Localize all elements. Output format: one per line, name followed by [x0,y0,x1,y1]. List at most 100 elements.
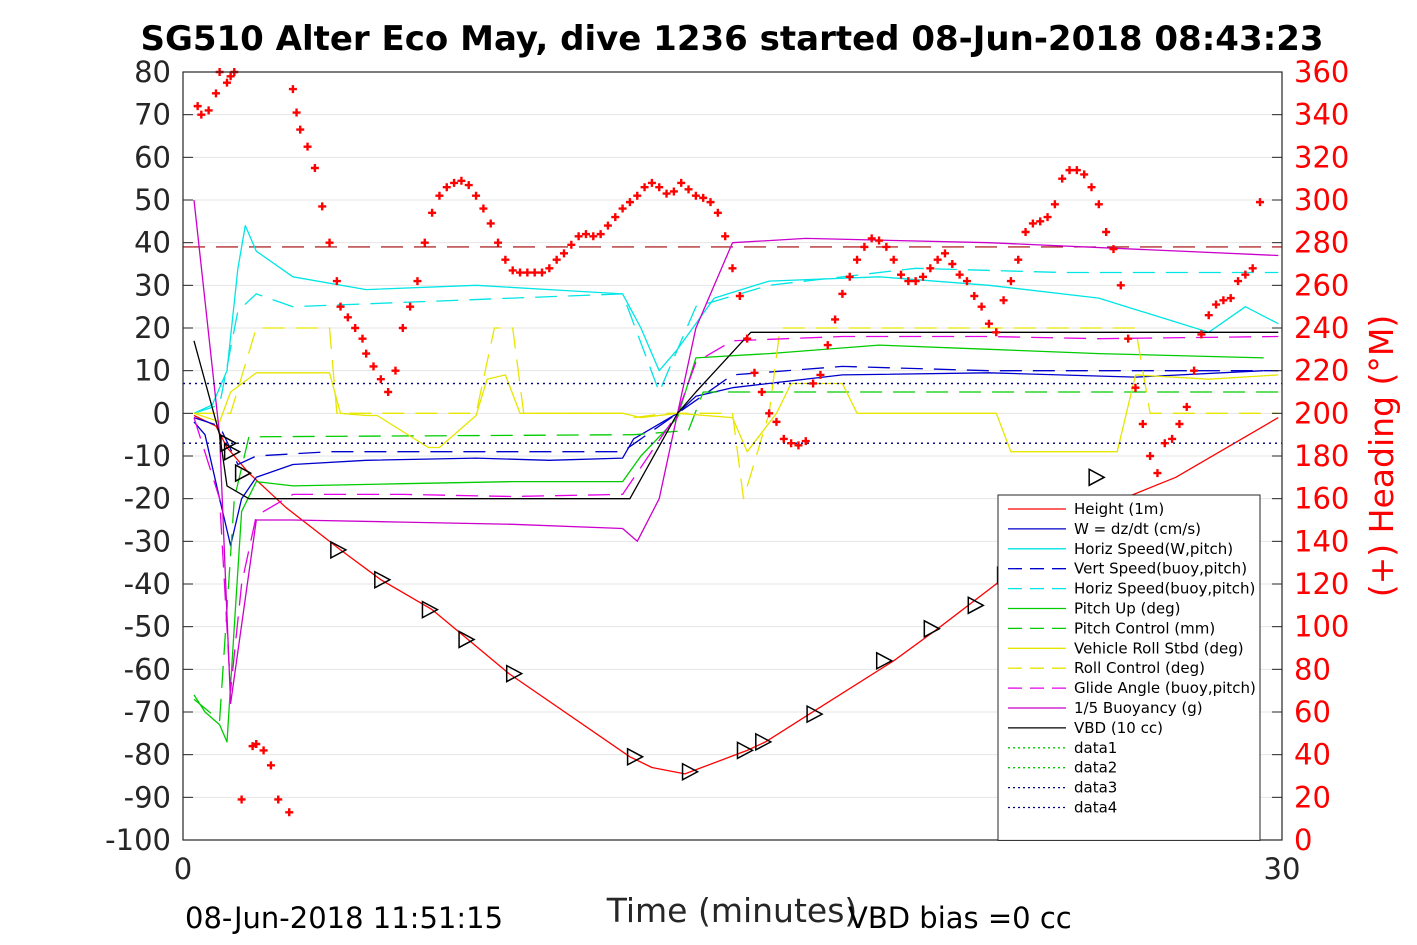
heading-marker [1146,452,1155,460]
x-tick-label: 0 [174,852,192,886]
reference-lines [183,246,1282,444]
heading-marker [369,362,378,371]
heading-marker [1080,170,1089,179]
legend-label: Vert Speed(buoy,pitch) [1074,560,1247,578]
heading-marker [743,334,752,343]
heading-marker [999,296,1008,305]
heading-marker [984,319,993,328]
heading-marker [226,72,235,81]
heading-marker [970,292,979,300]
heading-marker [662,189,671,198]
heading-marker [1109,245,1118,254]
heading-marker [398,324,407,332]
heading-marker [1234,277,1243,286]
heading-marker [204,106,213,115]
y-tick-label-left: -90 [124,780,171,814]
heading-marker [1153,469,1162,478]
heading-marker [699,193,708,202]
heading-marker [889,255,898,264]
heading-marker [831,315,840,324]
y-tick-label-right: 40 [1294,738,1331,772]
heading-marker [567,240,576,249]
legend-label: 1/5 Buoyancy (g) [1074,699,1203,717]
legend-label: W = dz/dt (cm/s) [1074,520,1201,538]
heading-marker [779,434,788,443]
depth-marker [1088,468,1106,487]
heading-marker [479,204,488,213]
depth-marker [458,630,476,649]
heading-marker [816,370,825,379]
heading-marker [358,334,367,343]
depth-marker [223,442,242,461]
heading-marker [362,349,371,358]
x-tick-label: 30 [1264,852,1301,886]
footer-vbd-bias: VBD bias =0 cc [848,901,1072,935]
legend-label: VBD (10 cc) [1074,719,1163,737]
heading-marker [523,268,532,277]
heading-marker [684,185,693,194]
heading-marker [486,219,495,228]
y-tick-label-left: 10 [134,354,171,388]
heading-markers [194,68,1265,817]
heading-marker [288,85,297,94]
heading-marker [640,183,649,192]
depth-marker [421,600,440,619]
heading-marker [596,230,605,239]
heading-marker [318,202,327,211]
y-tick-label-right: 100 [1294,610,1349,644]
right-axis-label: (+) Heading (°M) [1362,315,1401,597]
y-tick-label-right: 140 [1294,524,1349,558]
heading-marker [757,388,766,396]
y-tick-label-right: 320 [1294,140,1349,174]
y-tick-label-right: 240 [1294,311,1349,345]
heading-marker [933,255,942,264]
y-tick-label-left: -10 [124,439,171,473]
heading-marker [940,249,949,258]
legend-label: data2 [1074,759,1117,777]
y-tick-label-left: -70 [124,695,171,729]
series-line [193,365,1279,466]
heading-marker [882,242,891,251]
heading-marker [801,437,810,446]
legend-label: Height (1m) [1074,500,1164,518]
heading-marker [435,191,444,200]
heading-marker [391,366,400,375]
heading-marker [625,198,634,207]
legend-label: Horiz Speed(W,pitch) [1074,540,1233,558]
heading-marker [633,191,642,200]
heading-marker [897,270,906,279]
series-line [193,331,1279,500]
heading-marker [1124,334,1133,343]
series-line [193,199,1279,705]
heading-marker [332,277,341,286]
series-lines [183,199,1282,775]
heading-marker [735,292,744,300]
heading-marker [343,313,352,322]
heading-marker [691,191,700,200]
heading-marker [787,439,796,448]
legend-label: Pitch Up (deg) [1074,600,1181,618]
heading-marker [1197,330,1206,339]
y-tick-label-right: 200 [1294,396,1349,430]
heading-marker [413,277,422,286]
heading-marker [552,255,561,264]
depth-marker [806,704,824,724]
heading-marker [721,232,730,241]
depth-marker [755,732,773,752]
series-line [194,327,1279,500]
legend-label: Horiz Speed(buoy,pitch) [1074,580,1255,598]
heading-marker [1256,198,1265,207]
y-tick-label-left: 30 [134,268,171,302]
heading-marker [603,221,612,230]
depth-marker [967,596,985,615]
y-tick-label-left: -60 [124,652,171,686]
heading-marker [1014,255,1023,264]
depth-marker [374,570,392,589]
series-line [193,391,1279,722]
heading-marker [545,264,554,273]
heading-marker [1226,294,1235,303]
heading-marker [472,191,481,200]
y-tick-label-left: -20 [124,482,171,516]
y-tick-label-left: 0 [153,396,171,430]
y-tick-label-right: 160 [1294,482,1349,516]
